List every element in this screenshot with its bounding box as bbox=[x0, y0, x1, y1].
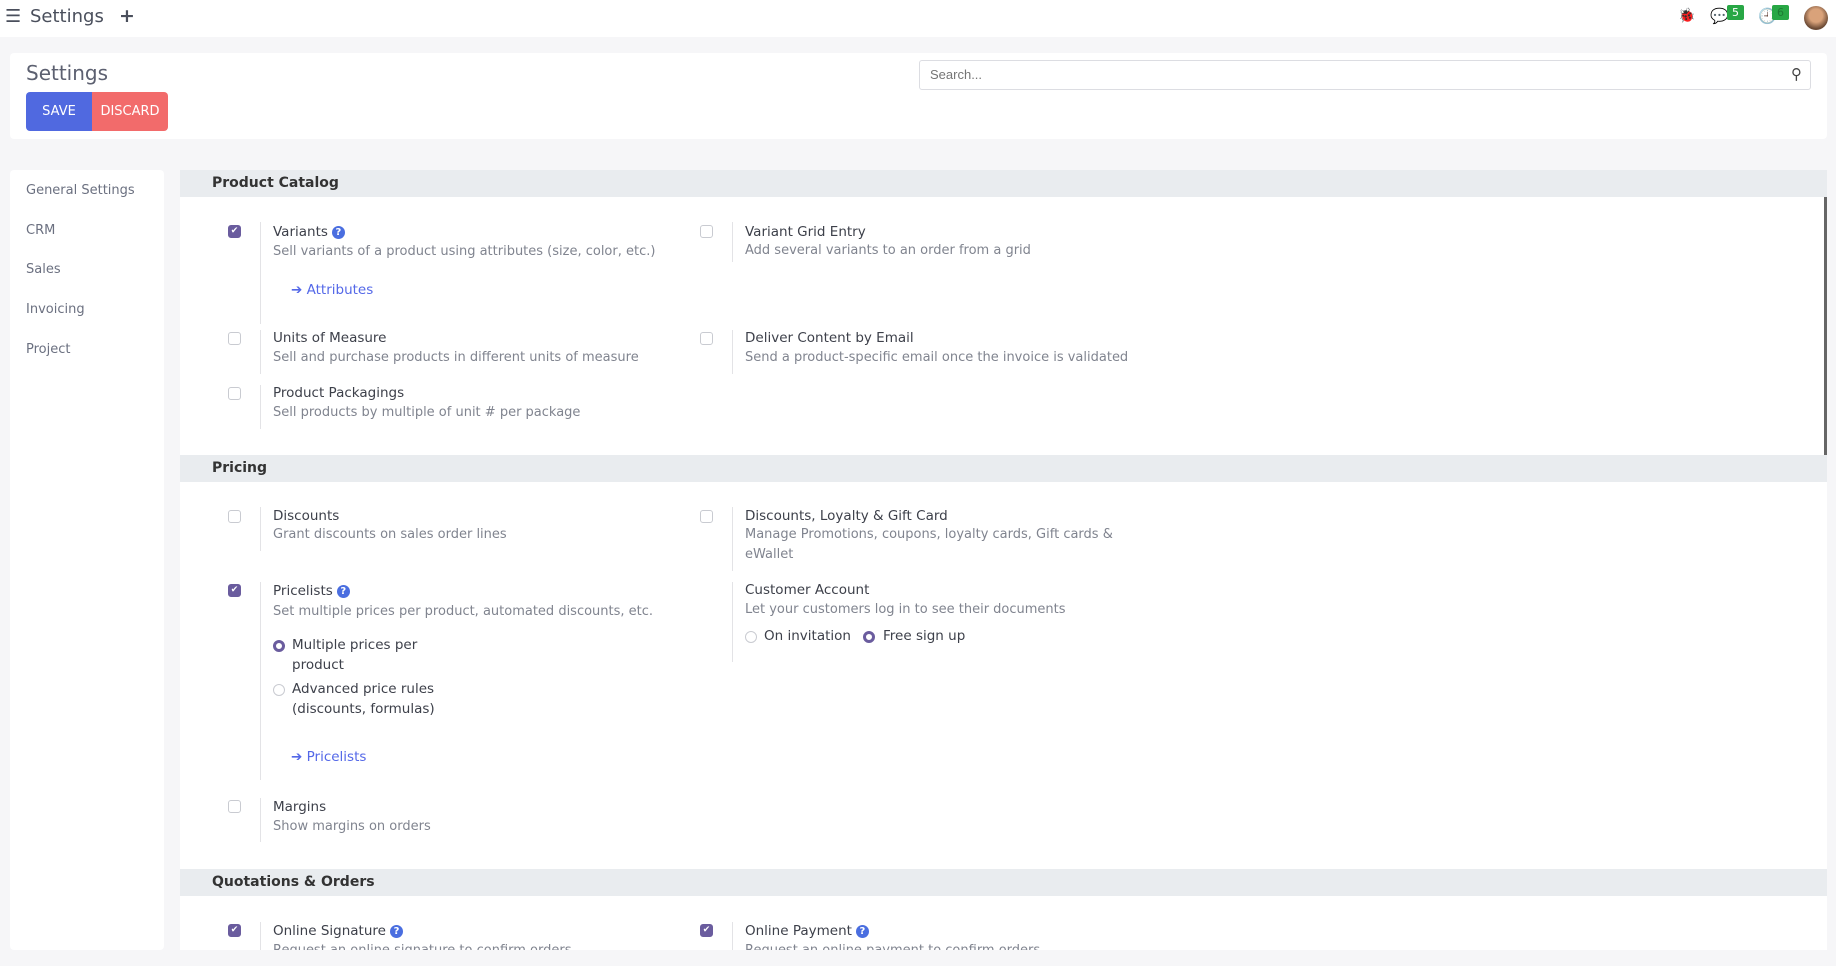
loyalty-desc: Manage Promotions, coupons, loyalty card… bbox=[745, 527, 1113, 542]
app-title: Settings bbox=[30, 6, 104, 27]
margins-desc: Show margins on orders bbox=[273, 819, 431, 834]
customer-account-desc: Let your customers log in to see their d… bbox=[745, 602, 1066, 617]
scrollbar[interactable] bbox=[1824, 172, 1827, 482]
radio-multiple-prices-label: Multiple prices per bbox=[292, 637, 418, 653]
search-input[interactable] bbox=[930, 61, 1770, 87]
variant-grid-desc: Add several variants to an order from a … bbox=[745, 243, 1031, 258]
variant-grid-checkbox[interactable] bbox=[700, 225, 713, 238]
section-header-pricing: Pricing bbox=[180, 455, 1827, 482]
menu-icon[interactable]: ☰ bbox=[5, 6, 22, 27]
attributes-link[interactable]: ➔ Attributes bbox=[291, 282, 374, 298]
sidebar-item-sales[interactable]: Sales bbox=[26, 262, 61, 277]
search-icon[interactable]: ⚲ bbox=[1791, 65, 1802, 83]
pricelists-title: Pricelists? bbox=[273, 583, 350, 599]
deliver-email-title: Deliver Content by Email bbox=[745, 330, 914, 346]
sidebar-item-general-settings[interactable]: General Settings bbox=[26, 183, 135, 198]
variants-title: Variants? bbox=[273, 224, 345, 240]
bug-icon[interactable]: 🐞 bbox=[1678, 8, 1696, 24]
sidebar-item-invoicing[interactable]: Invoicing bbox=[26, 302, 85, 317]
control-panel: Settings ⚲ bbox=[10, 53, 1827, 139]
units-of-measure-title: Units of Measure bbox=[273, 330, 387, 346]
user-avatar[interactable] bbox=[1804, 6, 1828, 30]
loyalty-title: Discounts, Loyalty & Gift Card bbox=[745, 508, 948, 524]
page-title: Settings bbox=[26, 61, 109, 85]
sidebar-item-crm[interactable]: CRM bbox=[26, 223, 56, 238]
deliver-email-checkbox[interactable] bbox=[700, 332, 713, 345]
add-icon[interactable]: + bbox=[119, 5, 135, 27]
customer-account-title: Customer Account bbox=[745, 582, 870, 598]
radio-on-invitation-label: On invitation bbox=[764, 628, 851, 644]
help-icon[interactable]: ? bbox=[331, 226, 345, 239]
top-bar: ☰ Settings + 🐞 💬 5 🕘 6 bbox=[0, 0, 1836, 37]
help-icon[interactable]: ? bbox=[855, 925, 869, 938]
online-payment-checkbox[interactable]: ✔ bbox=[700, 924, 713, 937]
variant-grid-title: Variant Grid Entry bbox=[745, 224, 866, 240]
online-payment-title: Online Payment? bbox=[745, 923, 869, 939]
radio-free-signup-label: Free sign up bbox=[883, 628, 966, 644]
section-header-product-catalog: Product Catalog bbox=[180, 170, 1827, 197]
discard-button[interactable]: DISCARD bbox=[92, 92, 168, 131]
loyalty-checkbox[interactable] bbox=[700, 510, 713, 523]
radio-on-invitation[interactable] bbox=[745, 631, 757, 643]
pricelists-checkbox[interactable]: ✔ bbox=[228, 584, 241, 597]
help-icon[interactable]: ? bbox=[389, 925, 403, 938]
save-button[interactable]: SAVE bbox=[26, 92, 92, 131]
radio-multiple-prices[interactable] bbox=[273, 640, 285, 652]
online-signature-checkbox[interactable]: ✔ bbox=[228, 924, 241, 937]
section-header-quotations: Quotations & Orders bbox=[180, 869, 1827, 896]
search-box[interactable]: ⚲ bbox=[919, 60, 1811, 90]
chat-count-badge: 5 bbox=[1727, 5, 1744, 20]
units-of-measure-desc: Sell and purchase products in different … bbox=[273, 350, 639, 365]
settings-sidebar: General Settings CRM Sales Invoicing Pro… bbox=[10, 170, 164, 950]
activity-count-badge: 6 bbox=[1772, 5, 1789, 20]
packagings-checkbox[interactable] bbox=[228, 387, 241, 400]
variants-checkbox[interactable]: ✔ bbox=[228, 225, 241, 238]
margins-title: Margins bbox=[273, 799, 327, 815]
sidebar-item-project[interactable]: Project bbox=[26, 342, 71, 357]
radio-advanced-rules-label: Advanced price rules bbox=[292, 681, 435, 697]
discounts-desc: Grant discounts on sales order lines bbox=[273, 527, 507, 542]
loyalty-desc-2: eWallet bbox=[745, 547, 794, 562]
units-of-measure-checkbox[interactable] bbox=[228, 332, 241, 345]
settings-content: Product Catalog ✔ Variants? Sell variant… bbox=[180, 170, 1827, 966]
deliver-email-desc: Send a product-specific email once the i… bbox=[745, 350, 1129, 365]
chat-icon[interactable]: 💬 bbox=[1710, 7, 1729, 25]
margins-checkbox[interactable] bbox=[228, 800, 241, 813]
online-signature-title: Online Signature? bbox=[273, 923, 403, 939]
pricelists-link[interactable]: ➔ Pricelists bbox=[291, 749, 367, 765]
discounts-checkbox[interactable] bbox=[228, 510, 241, 523]
packagings-desc: Sell products by multiple of unit # per … bbox=[273, 405, 581, 420]
help-icon[interactable]: ? bbox=[336, 585, 350, 598]
discounts-title: Discounts bbox=[273, 508, 340, 524]
variants-desc: Sell variants of a product using attribu… bbox=[273, 244, 656, 259]
radio-free-signup[interactable] bbox=[863, 631, 875, 643]
packagings-title: Product Packagings bbox=[273, 385, 405, 401]
pricelists-desc: Set multiple prices per product, automat… bbox=[273, 604, 654, 619]
radio-multiple-prices-label-2: product bbox=[292, 657, 344, 673]
radio-advanced-rules-label-2: (discounts, formulas) bbox=[292, 701, 435, 717]
radio-advanced-rules[interactable] bbox=[273, 684, 285, 696]
